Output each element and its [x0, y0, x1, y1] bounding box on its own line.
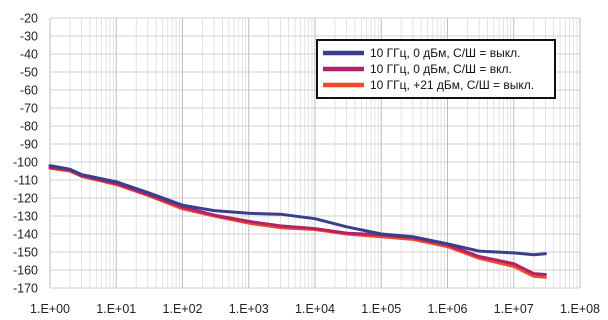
x-tick-label: 1.E+01 [96, 302, 136, 316]
legend-label: 10 ГГц, +21 дБм, С/Ш = выкл. [370, 78, 534, 92]
legend-label: 10 ГГц, 0 дБм, С/Ш = вкл. [370, 62, 512, 76]
y-tick-label: -40 [20, 48, 38, 62]
series-line [48, 164, 547, 257]
x-tick-label: 1.E+02 [163, 302, 203, 316]
x-tick-label: 1.E+05 [361, 302, 401, 316]
legend-label: 10 ГГц, 0 дБм, С/Ш = выкл. [370, 46, 520, 60]
x-tick-label: 1.E+03 [229, 302, 269, 316]
x-tick-label: 1.E+07 [494, 302, 534, 316]
y-tick-label: -150 [13, 246, 38, 260]
y-axis-tick-labels: -20 -30 -40 -50 -60 -70 -80 -90 -100 -110 -120 -130… [13, 12, 38, 296]
y-tick-label: -80 [20, 120, 38, 134]
x-tick-label: 1.E+04 [295, 302, 335, 316]
y-tick-label: -90 [20, 138, 38, 152]
y-tick-label: -30 [20, 30, 38, 44]
y-tick-label: -160 [13, 264, 38, 278]
series-lines [48, 164, 547, 279]
y-tick-label: -120 [13, 192, 38, 206]
y-tick-label: -170 [13, 282, 38, 296]
y-tick-label: -110 [14, 174, 38, 188]
y-tick-label: -70 [20, 102, 38, 116]
x-axis-tick-labels: 1.E+00 1.E+01 1.E+02 1.E+03 1.E+04 1.E+05 1.E+… [30, 302, 600, 316]
y-tick-label: -60 [20, 84, 38, 98]
x-tick-label: 1.E+00 [30, 302, 70, 316]
legend: 10 ГГц, 0 дБм, С/Ш = выкл. 10 ГГц, 0 дБм,… [316, 39, 556, 99]
y-tick-label: -140 [13, 228, 38, 242]
x-tick-label: 1.E+08 [560, 302, 600, 316]
y-tick-label: -20 [20, 12, 38, 26]
x-tick-label: 1.E+06 [428, 302, 468, 316]
y-tick-label: -50 [20, 66, 38, 80]
y-tick-label: -100 [13, 156, 38, 170]
series-line [48, 165, 547, 276]
y-tick-label: -130 [13, 210, 38, 224]
